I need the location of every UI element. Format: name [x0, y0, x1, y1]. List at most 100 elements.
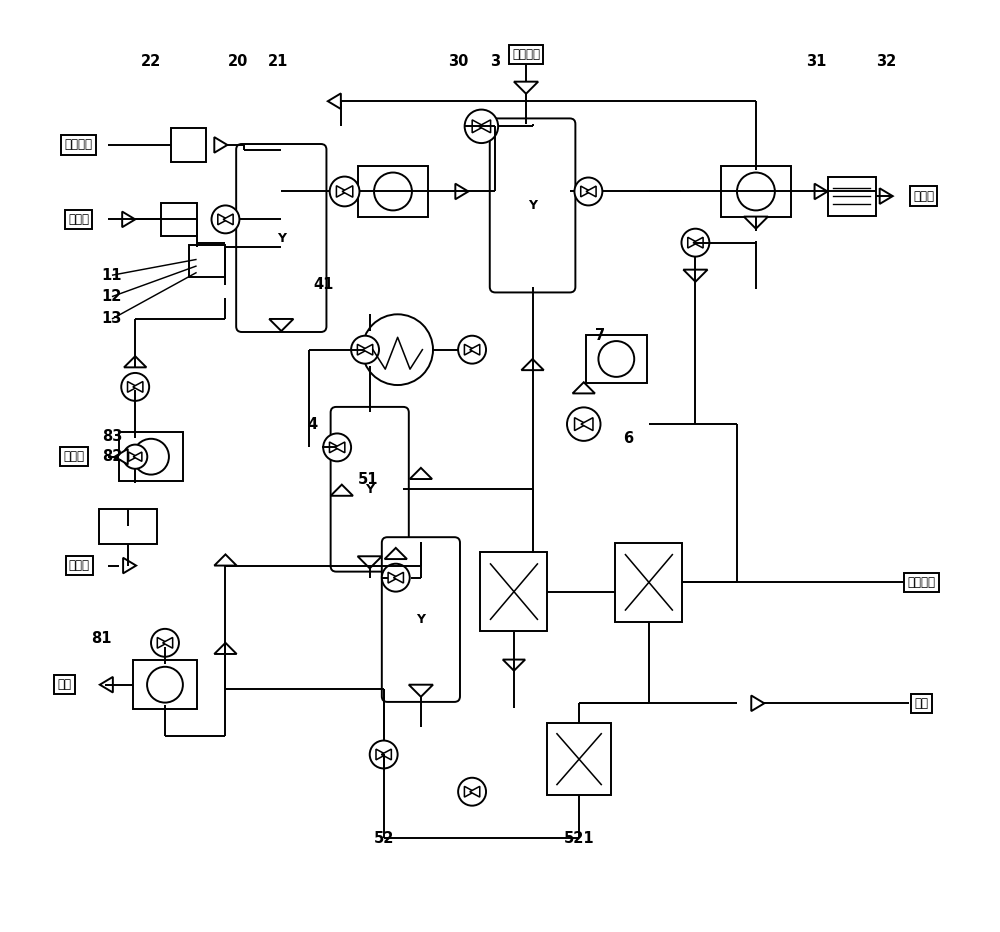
Circle shape	[121, 373, 149, 401]
Polygon shape	[575, 418, 587, 431]
Text: 31: 31	[806, 54, 827, 69]
Polygon shape	[163, 637, 173, 648]
Text: 氢氧化钠: 氢氧化钠	[512, 48, 540, 62]
Polygon shape	[688, 238, 698, 248]
Text: 4: 4	[307, 417, 317, 432]
Polygon shape	[214, 137, 227, 153]
Bar	[171, 129, 206, 161]
Text: 20: 20	[227, 54, 248, 69]
Bar	[721, 166, 791, 217]
Polygon shape	[751, 695, 764, 711]
Polygon shape	[214, 643, 237, 654]
Text: 32: 32	[876, 54, 896, 69]
Polygon shape	[328, 93, 341, 109]
Polygon shape	[521, 359, 544, 370]
Polygon shape	[376, 749, 386, 760]
Bar	[480, 552, 547, 631]
Text: 41: 41	[313, 277, 333, 292]
Text: 11: 11	[102, 267, 122, 282]
Circle shape	[458, 778, 486, 805]
Text: Y: Y	[277, 231, 286, 244]
Text: 碳酸钠: 碳酸钠	[913, 189, 934, 202]
Circle shape	[351, 336, 379, 363]
Polygon shape	[133, 381, 143, 392]
Polygon shape	[100, 677, 113, 692]
Polygon shape	[115, 449, 128, 464]
Bar	[133, 661, 197, 709]
Circle shape	[737, 172, 775, 211]
Polygon shape	[880, 188, 893, 204]
Polygon shape	[329, 442, 339, 453]
Polygon shape	[335, 442, 345, 453]
Bar	[547, 723, 611, 795]
Polygon shape	[464, 787, 474, 797]
Polygon shape	[479, 120, 491, 132]
Bar	[828, 176, 876, 215]
Polygon shape	[503, 660, 525, 671]
Polygon shape	[464, 344, 474, 355]
Circle shape	[151, 629, 179, 657]
FancyBboxPatch shape	[236, 144, 326, 332]
Polygon shape	[385, 548, 407, 559]
Circle shape	[458, 336, 486, 363]
Text: Y: Y	[365, 483, 374, 496]
Circle shape	[330, 176, 359, 206]
Polygon shape	[381, 749, 391, 760]
Bar	[119, 432, 183, 481]
Polygon shape	[472, 120, 484, 132]
Polygon shape	[336, 185, 347, 198]
Polygon shape	[409, 685, 433, 697]
Polygon shape	[358, 556, 382, 569]
Text: 83: 83	[102, 429, 122, 444]
Text: 硫酸钠: 硫酸钠	[68, 212, 89, 226]
Circle shape	[212, 205, 239, 233]
Polygon shape	[363, 344, 373, 355]
Bar	[99, 509, 157, 544]
Text: 尾气: 尾气	[915, 697, 929, 710]
Text: 12: 12	[102, 289, 122, 304]
Circle shape	[147, 666, 183, 703]
Circle shape	[465, 110, 498, 144]
Text: 81: 81	[91, 631, 112, 646]
Polygon shape	[342, 185, 353, 198]
Text: 52: 52	[373, 830, 394, 845]
Bar	[161, 202, 197, 236]
Polygon shape	[269, 319, 293, 331]
Circle shape	[362, 314, 433, 385]
FancyBboxPatch shape	[490, 118, 575, 293]
Text: 7: 7	[595, 328, 606, 343]
Polygon shape	[157, 637, 167, 648]
Polygon shape	[124, 356, 146, 367]
Text: 13: 13	[102, 311, 122, 326]
Polygon shape	[581, 186, 591, 197]
Circle shape	[123, 445, 147, 469]
Polygon shape	[455, 184, 468, 199]
Polygon shape	[331, 485, 353, 496]
Polygon shape	[123, 557, 136, 573]
Text: 30: 30	[448, 54, 468, 69]
Text: 51: 51	[358, 473, 378, 487]
Circle shape	[133, 439, 169, 474]
Text: 22: 22	[141, 54, 161, 69]
Polygon shape	[470, 344, 480, 355]
Polygon shape	[581, 418, 593, 431]
Text: 碳酸氢铵: 碳酸氢铵	[64, 139, 92, 151]
Text: Y: Y	[528, 199, 537, 212]
Bar	[189, 245, 225, 277]
Polygon shape	[815, 184, 828, 199]
Polygon shape	[393, 572, 403, 583]
Polygon shape	[907, 574, 920, 590]
Polygon shape	[133, 452, 142, 461]
Circle shape	[323, 433, 351, 461]
Circle shape	[598, 341, 634, 377]
Polygon shape	[218, 214, 228, 225]
Text: 二氧化碳: 二氧化碳	[908, 576, 936, 589]
Circle shape	[574, 177, 602, 205]
Polygon shape	[470, 787, 480, 797]
Bar	[586, 335, 647, 383]
FancyBboxPatch shape	[331, 407, 409, 571]
Polygon shape	[514, 82, 538, 94]
Circle shape	[681, 228, 709, 256]
Text: 82: 82	[102, 449, 122, 464]
FancyBboxPatch shape	[382, 537, 460, 702]
